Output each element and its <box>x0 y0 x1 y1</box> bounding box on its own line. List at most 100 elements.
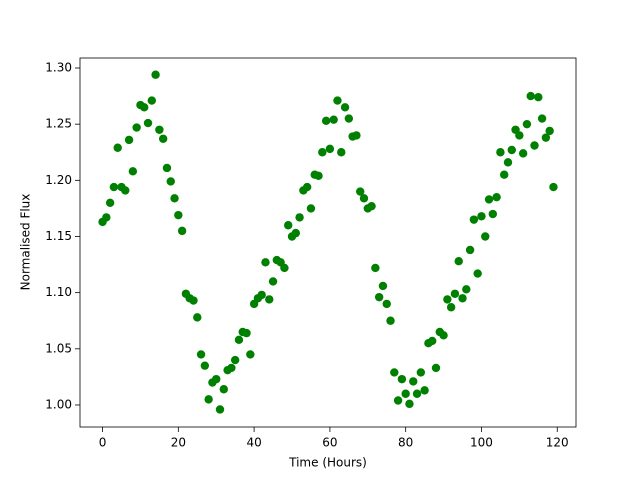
point <box>105 198 115 207</box>
point <box>352 131 361 140</box>
point <box>102 213 111 222</box>
point <box>374 292 384 302</box>
y-tick-label: 1.20 <box>45 173 72 187</box>
point <box>465 245 475 255</box>
point <box>113 143 122 152</box>
point <box>401 389 410 398</box>
point <box>291 228 300 238</box>
point <box>321 116 331 125</box>
point <box>177 226 187 236</box>
point <box>393 396 403 405</box>
point <box>227 363 236 373</box>
point <box>151 70 160 79</box>
point <box>492 192 501 202</box>
point <box>147 96 157 105</box>
point <box>496 148 505 157</box>
x-tick-label: 80 <box>398 436 413 450</box>
point <box>412 389 422 398</box>
point <box>367 201 376 211</box>
x-tick-label: 100 <box>470 436 493 450</box>
y-axis-label: Normalised Flux <box>19 194 33 291</box>
point <box>268 277 278 286</box>
point <box>484 195 494 204</box>
point <box>503 158 513 167</box>
point <box>325 144 335 154</box>
point <box>170 194 179 203</box>
point <box>280 263 289 273</box>
point <box>265 295 274 304</box>
point <box>454 257 463 266</box>
point <box>397 374 407 384</box>
point <box>200 361 210 370</box>
point <box>242 328 251 338</box>
point <box>522 119 532 129</box>
point <box>409 377 418 386</box>
point <box>359 194 369 203</box>
y-tick-label: 1.05 <box>45 341 72 355</box>
point <box>124 135 134 145</box>
y-tick-label: 1.00 <box>45 397 72 411</box>
point <box>329 115 338 124</box>
point <box>344 114 354 123</box>
x-tick-label: 40 <box>246 436 261 450</box>
point <box>162 163 172 173</box>
point <box>390 368 399 377</box>
point <box>499 170 509 179</box>
point <box>314 171 323 181</box>
point <box>333 96 342 105</box>
point <box>356 187 365 196</box>
point <box>439 331 448 340</box>
point <box>121 186 130 195</box>
point <box>469 215 479 224</box>
point <box>143 118 153 128</box>
point <box>337 148 346 157</box>
y-tick-label: 1.30 <box>45 60 72 74</box>
point <box>109 182 119 192</box>
point <box>166 177 175 186</box>
point <box>405 399 414 409</box>
point <box>234 335 244 345</box>
point <box>158 134 168 143</box>
point <box>230 355 240 365</box>
point <box>371 263 380 273</box>
point <box>246 350 255 359</box>
x-tick-label: 120 <box>546 436 569 450</box>
point <box>488 209 498 219</box>
point <box>477 212 486 221</box>
point <box>257 290 266 300</box>
point <box>204 395 213 404</box>
point <box>530 141 539 150</box>
point <box>132 123 141 132</box>
point <box>446 303 456 312</box>
point <box>261 258 270 267</box>
plot-frame <box>79 57 577 428</box>
point <box>295 213 304 222</box>
point <box>473 269 482 278</box>
point <box>420 386 429 395</box>
point <box>549 182 558 192</box>
x-tick-label: 0 <box>99 436 107 450</box>
point <box>541 133 551 142</box>
point <box>428 336 437 346</box>
y-tick-label: 1.15 <box>45 229 72 243</box>
point <box>378 281 388 291</box>
point <box>215 405 225 414</box>
point <box>318 148 327 157</box>
point <box>386 316 395 325</box>
point <box>174 210 183 220</box>
point <box>140 103 149 112</box>
point <box>382 299 391 309</box>
point <box>189 296 198 305</box>
point <box>518 149 528 158</box>
point <box>306 204 316 213</box>
point <box>284 221 293 230</box>
point <box>302 182 312 192</box>
point <box>219 385 228 394</box>
point <box>481 232 490 241</box>
point <box>416 368 426 377</box>
point <box>526 91 535 101</box>
point <box>545 126 554 136</box>
point <box>212 374 221 384</box>
